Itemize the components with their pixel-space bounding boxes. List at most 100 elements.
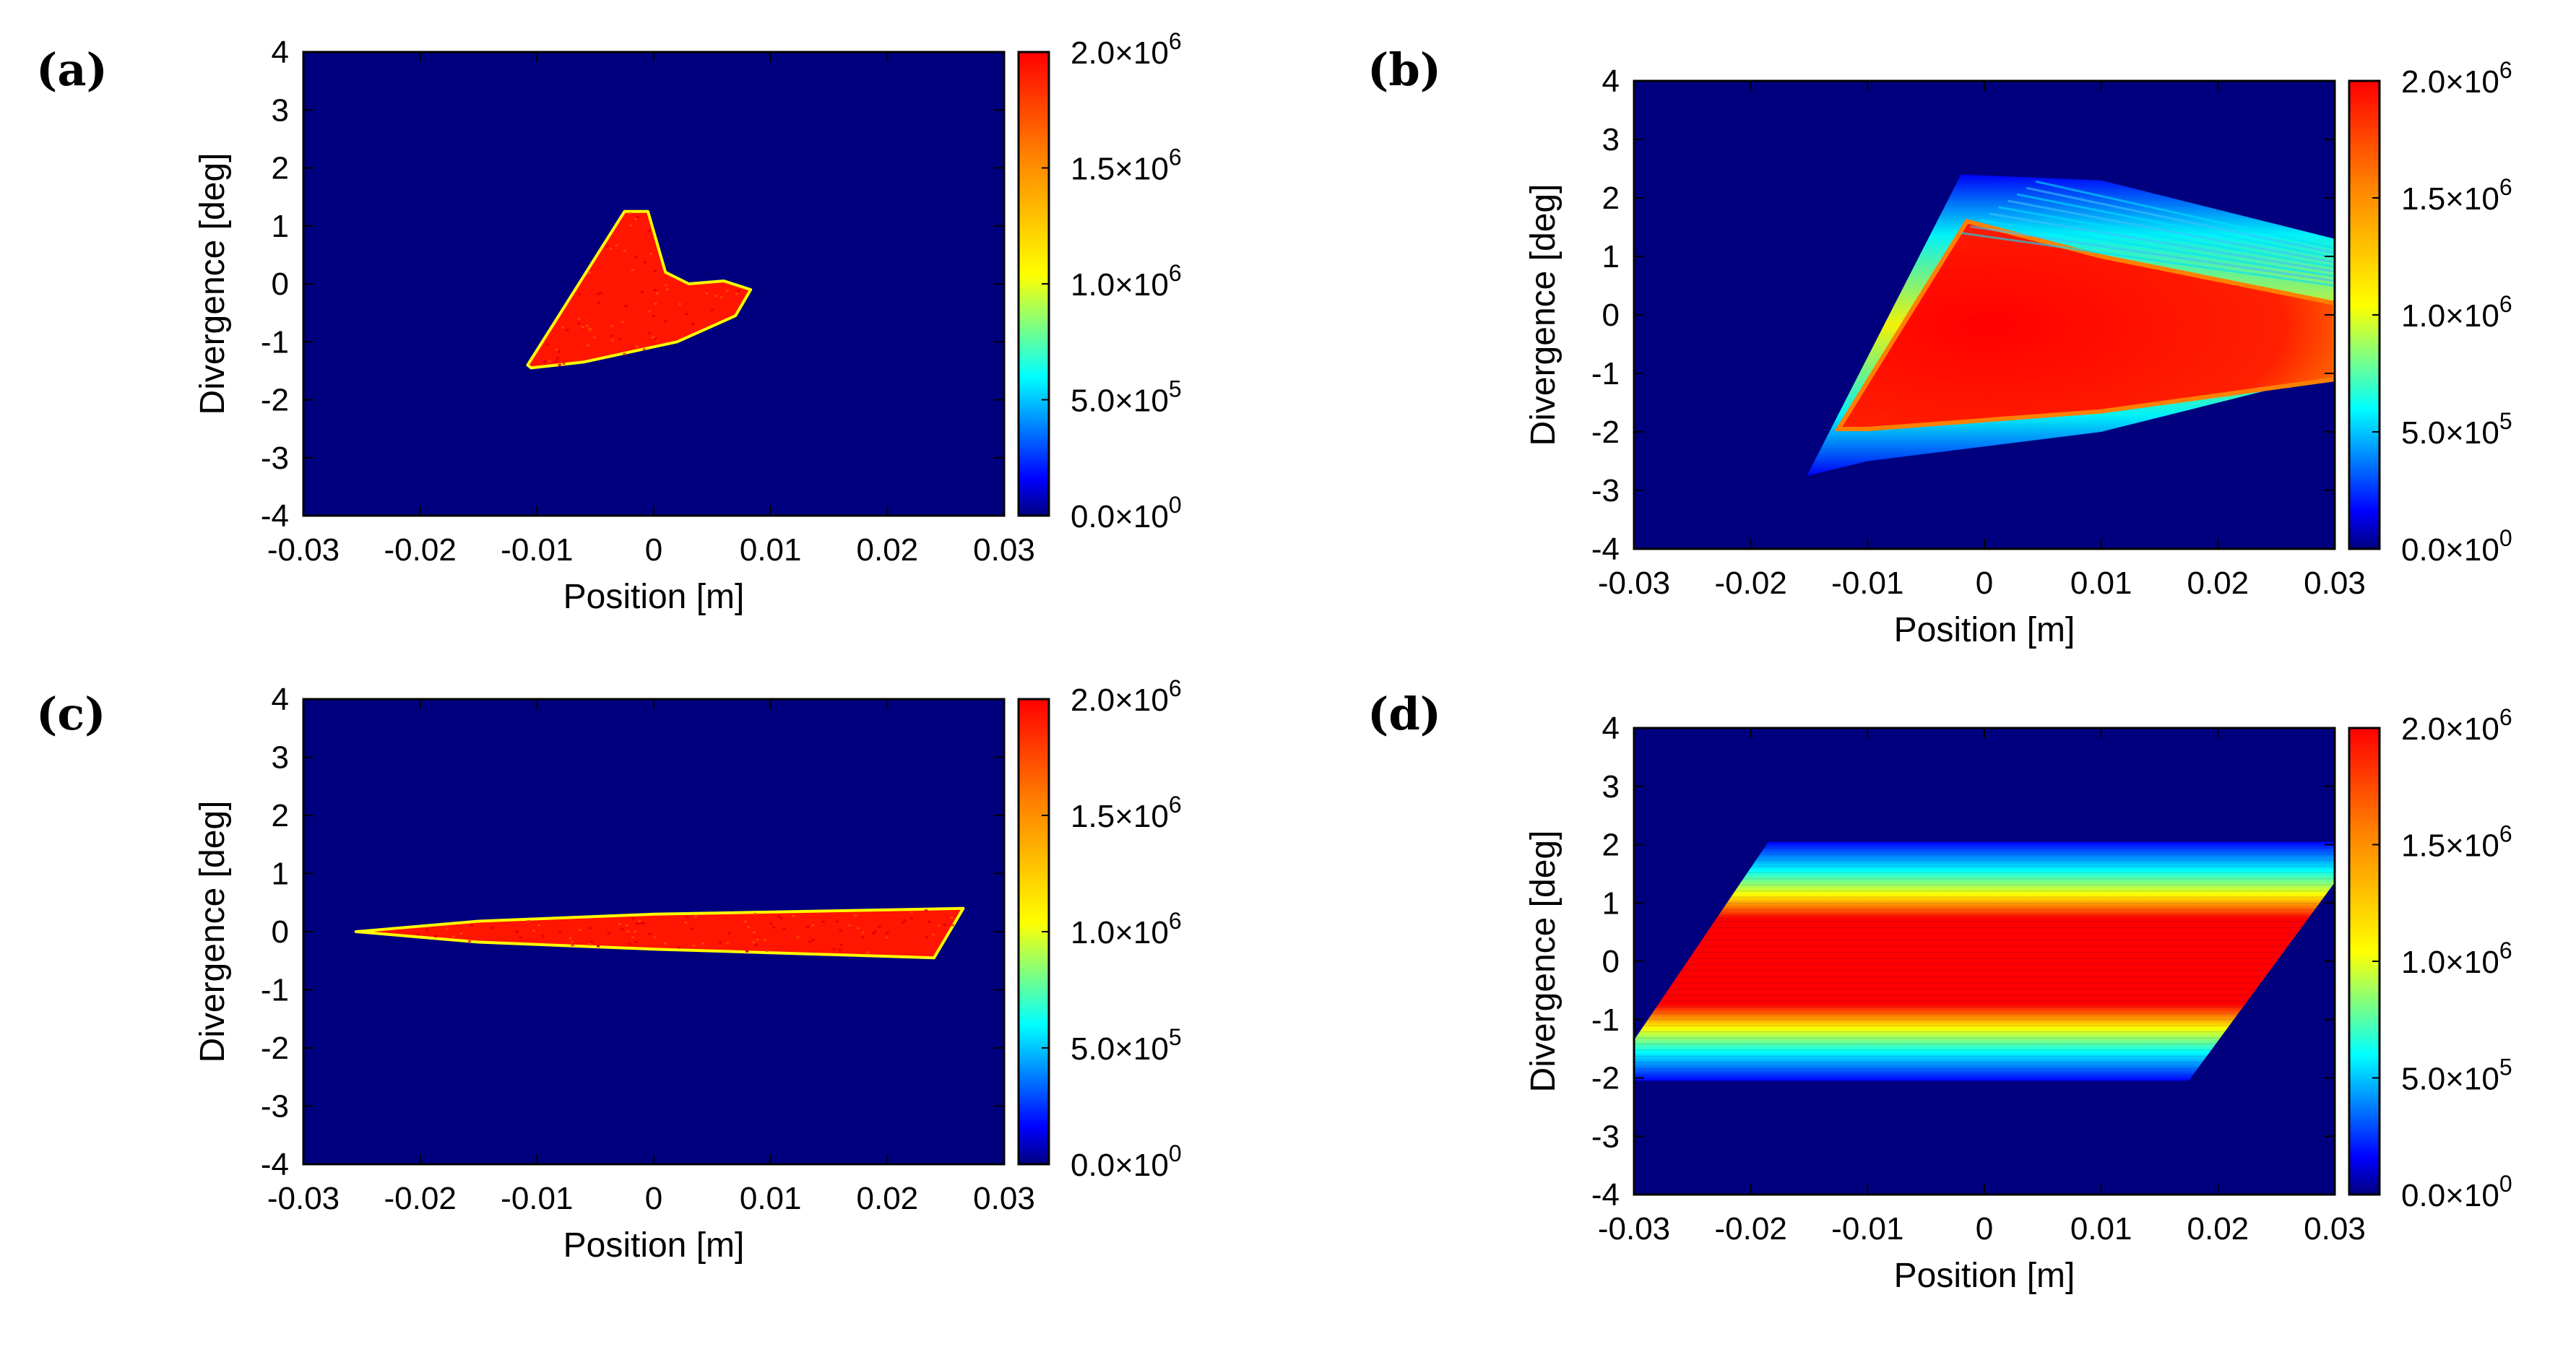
y-tick-label: 2 xyxy=(272,798,289,833)
noise-speck xyxy=(546,344,549,346)
noise-speck xyxy=(664,942,667,945)
noise-speck xyxy=(666,288,669,290)
y-tick-label: -4 xyxy=(1591,532,1620,567)
noise-speck xyxy=(678,303,681,306)
y-tick-label: -3 xyxy=(261,441,289,476)
noise-speck xyxy=(628,943,631,945)
x-tick-label: -0.02 xyxy=(1715,1211,1787,1247)
noise-speck xyxy=(854,914,857,916)
noise-speck xyxy=(701,942,704,945)
noise-speck xyxy=(590,941,593,943)
noise-speck xyxy=(886,932,889,934)
colorbar-tick-label: 0.0×100 xyxy=(1071,492,1182,534)
x-tick-label: -0.01 xyxy=(1831,1211,1903,1247)
x-tick-label: 0.02 xyxy=(857,532,919,568)
noise-speck xyxy=(928,921,931,923)
noise-speck xyxy=(452,935,455,937)
noise-speck xyxy=(649,310,652,312)
colorbar-tick-label: 1.5×106 xyxy=(2401,821,2512,864)
noise-speck xyxy=(537,924,540,926)
y-tick-label: -2 xyxy=(261,1031,289,1066)
noise-speck xyxy=(872,932,875,934)
noise-speck xyxy=(691,323,694,325)
noise-speck xyxy=(635,256,638,258)
noise-speck xyxy=(578,293,581,295)
noise-speck xyxy=(417,933,420,935)
noise-speck xyxy=(611,339,614,342)
y-tick-label: 0 xyxy=(1602,298,1620,333)
noise-speck xyxy=(558,364,561,366)
noise-speck xyxy=(589,943,592,945)
noise-speck xyxy=(648,933,651,935)
x-tick-label: -0.02 xyxy=(384,532,457,568)
x-tick-label: -0.01 xyxy=(501,532,573,568)
noise-speck xyxy=(910,911,913,913)
y-tick-label: 2 xyxy=(1602,181,1620,216)
noise-speck xyxy=(656,292,659,295)
y-tick-label: 3 xyxy=(272,740,289,776)
noise-speck xyxy=(555,348,558,350)
noise-speck xyxy=(861,936,864,938)
noise-speck xyxy=(744,921,747,923)
colorbar-tick-label: 1.0×106 xyxy=(1071,908,1182,950)
noise-speck xyxy=(690,928,693,930)
x-tick-label: 0.02 xyxy=(857,1181,919,1216)
noise-speck xyxy=(903,919,906,922)
noise-speck xyxy=(726,290,729,292)
noise-speck xyxy=(932,933,935,935)
noise-speck xyxy=(588,328,591,330)
noise-speck xyxy=(806,926,809,928)
noise-speck xyxy=(719,941,722,943)
panel-b: -0.03 -0.02 -0.01 0 0.01 0.02 0.03-4-3-2-10123… xyxy=(1367,43,2512,649)
noise-speck xyxy=(610,334,613,337)
noise-speck xyxy=(783,928,786,930)
noise-speck xyxy=(654,289,657,291)
noise-speck xyxy=(726,942,729,945)
y-tick-label: -2 xyxy=(1591,415,1620,450)
y-tick-label: -2 xyxy=(1591,1061,1620,1096)
noise-speck xyxy=(753,931,756,933)
noise-speck xyxy=(839,930,842,932)
noise-speck xyxy=(652,315,655,317)
colorbar-tick-label: 1.0×106 xyxy=(2401,937,2512,980)
noise-speck xyxy=(808,940,811,942)
colorbar-tick-label: 5.0×105 xyxy=(2401,408,2512,451)
noise-speck xyxy=(636,922,639,924)
y-tick-label: -1 xyxy=(261,973,289,1008)
noise-speck xyxy=(727,932,730,935)
noise-speck xyxy=(542,935,545,937)
y-tick-label: 1 xyxy=(1602,239,1620,274)
y-axis-label: Divergence [deg] xyxy=(194,801,232,1063)
noise-speck xyxy=(629,212,632,214)
noise-speck xyxy=(627,930,630,932)
noise-speck xyxy=(629,225,632,227)
noise-speck xyxy=(685,313,688,315)
noise-speck xyxy=(654,303,657,305)
noise-speck xyxy=(634,218,637,220)
noise-speck xyxy=(902,922,904,924)
noise-speck xyxy=(631,936,634,938)
noise-speck xyxy=(626,924,628,927)
noise-speck xyxy=(772,926,775,928)
y-tick-label: 4 xyxy=(1602,711,1620,746)
x-tick-label: 0.01 xyxy=(2070,1211,2132,1247)
noise-speck xyxy=(634,930,636,932)
noise-speck xyxy=(577,322,580,324)
noise-speck xyxy=(792,915,795,917)
colorbar-tick-label: 5.0×105 xyxy=(2401,1054,2512,1097)
x-tick-label: -0.03 xyxy=(267,1181,340,1216)
y-tick-label: 1 xyxy=(1602,885,1620,921)
y-tick-label: 2 xyxy=(1602,828,1620,863)
noise-speck xyxy=(735,292,738,295)
noise-speck xyxy=(925,909,928,911)
noise-speck xyxy=(597,301,600,303)
noise-speck xyxy=(558,350,561,352)
panel-label: (b) xyxy=(1367,43,1441,96)
y-tick-label: 4 xyxy=(272,35,289,70)
y-tick-label: -1 xyxy=(1591,356,1620,391)
noise-speck xyxy=(571,940,574,942)
noise-speck xyxy=(857,927,860,930)
noise-speck xyxy=(686,916,688,918)
noise-speck xyxy=(737,290,740,292)
x-axis-label: Position [m] xyxy=(563,578,745,616)
